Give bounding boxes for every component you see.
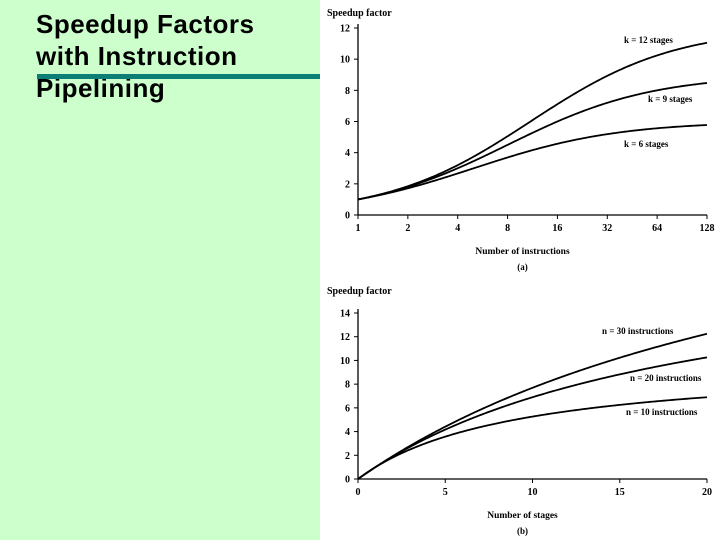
x-tick-label: 5 — [443, 487, 448, 498]
y-tick-label: 8 — [345, 86, 350, 97]
series-label: n = 30 instructions — [602, 326, 674, 336]
x-tick-label: 4 — [455, 223, 460, 234]
slide-title: Speedup Factors with Instruction Pipelin… — [36, 8, 316, 104]
y-axis-title: Speedup factor — [327, 286, 392, 297]
y-tick-label: 4 — [345, 148, 350, 159]
x-tick-label: 8 — [505, 223, 510, 234]
series-label: k = 12 stages — [624, 35, 673, 45]
y-tick-label: 12 — [340, 24, 350, 35]
y-tick-label: 6 — [345, 117, 350, 128]
figure-panel: 0 2 4 6 8 10 12 1 2 4 8 16 32 64 128 Speedup factor Numb… — [320, 0, 720, 540]
series-label: k = 6 stages — [624, 139, 669, 149]
series-line — [357, 356, 708, 480]
y-tick-label: 4 — [345, 427, 350, 438]
series-line — [357, 41, 708, 201]
series-line — [357, 82, 708, 201]
slide-title-line: Speedup Factors — [36, 9, 255, 39]
y-tick-label: 8 — [345, 380, 350, 391]
panel-label: (a) — [517, 262, 528, 272]
x-tick-label: 16 — [552, 223, 562, 234]
series-label: k = 9 stages — [648, 94, 693, 104]
series-line — [357, 124, 708, 201]
y-tick-label: 10 — [340, 356, 350, 367]
x-tick-label: 128 — [700, 223, 715, 234]
y-tick-label: 10 — [340, 55, 350, 66]
y-tick-label: 0 — [345, 211, 350, 222]
y-axis-title: Speedup factor — [327, 8, 392, 19]
y-tick-label: 6 — [345, 403, 350, 414]
x-axis-title: Number of stages — [487, 511, 558, 521]
x-axis-title: Number of instructions — [475, 247, 570, 257]
x-tick-label: 64 — [652, 223, 662, 234]
y-tick-label: 0 — [345, 475, 350, 486]
x-tick-label: 1 — [356, 223, 361, 234]
series-line — [357, 332, 708, 480]
y-tick-label: 12 — [340, 332, 350, 343]
series-label: n = 10 instructions — [626, 407, 698, 417]
y-tick-label: 14 — [340, 309, 350, 320]
x-tick-label: 0 — [356, 487, 361, 498]
x-tick-label: 20 — [702, 487, 712, 498]
panel-label: (b) — [517, 526, 528, 536]
series-label: n = 20 instructions — [630, 373, 702, 383]
series-line — [357, 396, 708, 480]
title-rule — [37, 74, 323, 79]
x-tick-label: 2 — [405, 223, 410, 234]
y-tick-label: 2 — [345, 179, 350, 190]
x-tick-label: 10 — [528, 487, 538, 498]
y-tick-label: 2 — [345, 451, 350, 462]
x-tick-label: 32 — [602, 223, 612, 234]
slide-title-line: with Instruction — [36, 41, 238, 71]
x-tick-label: 15 — [615, 487, 625, 498]
